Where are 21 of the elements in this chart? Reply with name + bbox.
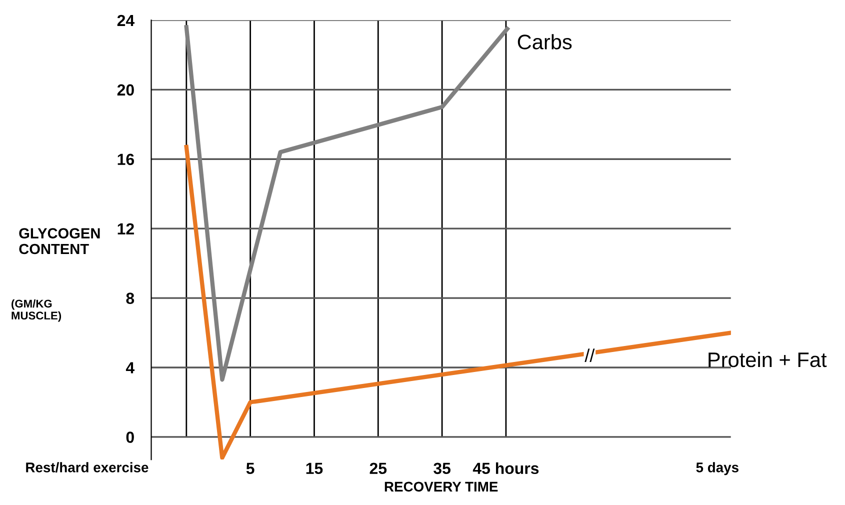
series-label: Carbs (518, 34, 572, 50)
y-tick-label: 12 (118, 223, 134, 234)
series-label: Protein + Fat (708, 352, 827, 368)
x-tick-label: 25 (370, 462, 387, 474)
annotation: // (584, 348, 595, 362)
x-tick-label: 45 hours (472, 462, 539, 474)
y-tick-label: 8 (126, 292, 134, 304)
y-tick-label: 16 (118, 154, 134, 166)
x-tick-label: 15 (306, 462, 323, 474)
y-tick-label: 20 (117, 84, 134, 96)
y-tick-label: 0 (126, 432, 134, 443)
text: (GM/KG MUSCLE) (12, 299, 62, 322)
text: Rest/hard exercise (26, 462, 148, 473)
x-tick-label: 5 (246, 462, 254, 474)
y-tick-label: 24 (117, 14, 135, 26)
text: 5 days (696, 462, 738, 476)
x-tick-label: 35 (434, 462, 450, 474)
y-axis-title: GLYCOGEN CONTENT (19, 228, 100, 254)
line-series (184, 25, 510, 382)
x-axis-title: RECOVERY TIME (384, 482, 498, 492)
y-tick-label: 4 (126, 362, 135, 374)
